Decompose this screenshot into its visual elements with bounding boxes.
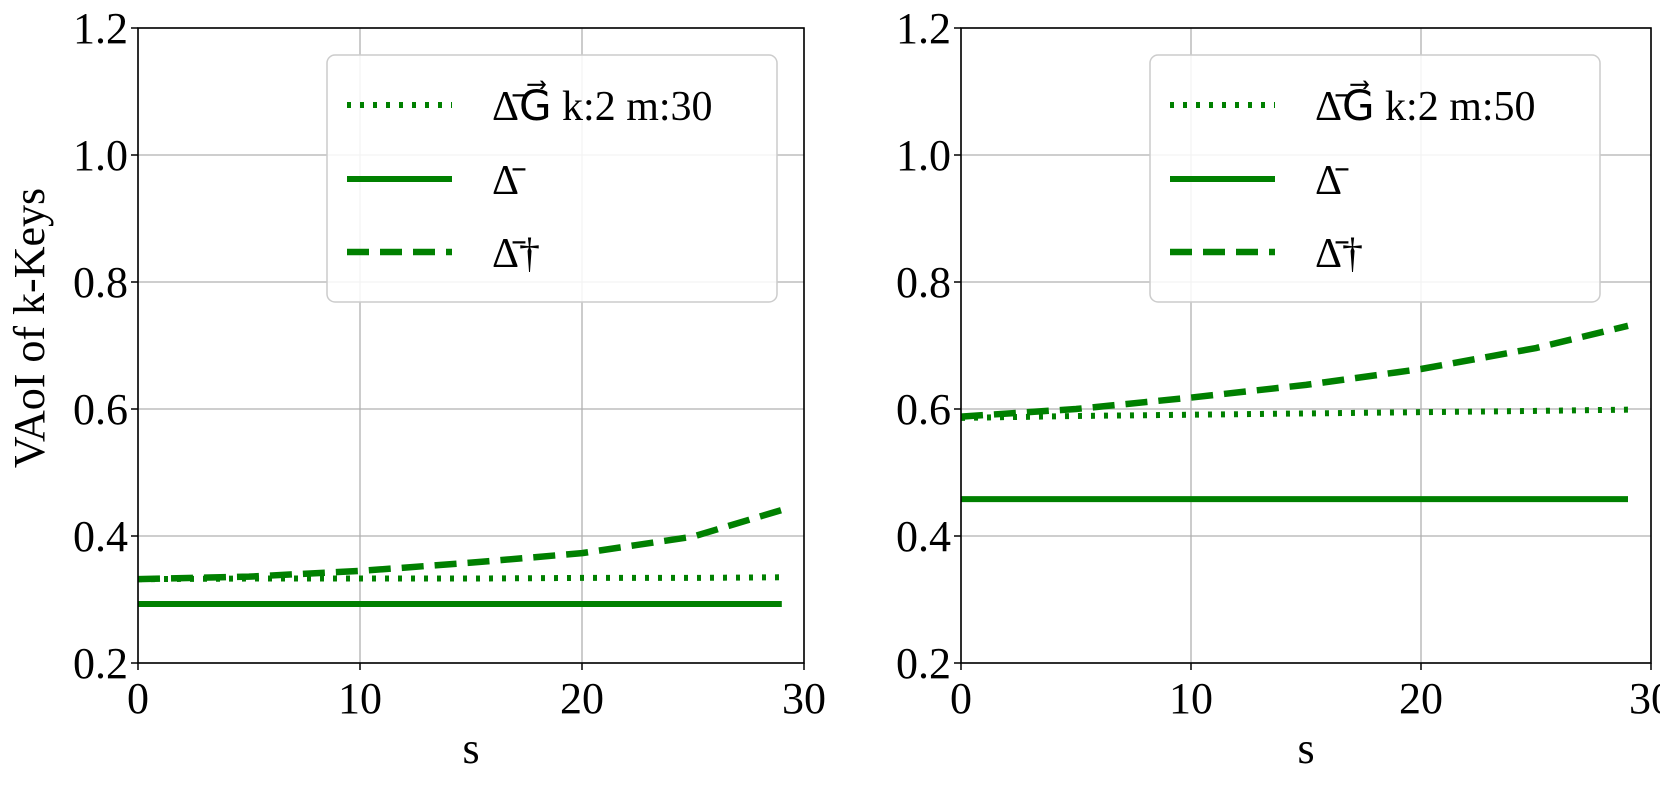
x-tick-label: 0	[950, 674, 972, 723]
legend: Δ̄G⃗ k:2 m:50Δ̄Δ̄†	[1149, 54, 1601, 303]
y-tick-label: 1.2	[896, 4, 951, 53]
plot-frame	[960, 27, 1652, 664]
plot-frame	[137, 27, 805, 664]
panels: 0 10 20 300.20.40.60.81.01.2sΔ̄G⃗ k:2 m:30Δ…	[73, 4, 1660, 773]
chart-panel-1: 0 10 20 300.20.40.60.81.01.2sΔ̄G⃗ k:2 m:30Δ…	[73, 4, 826, 773]
legend: Δ̄G⃗ k:2 m:30Δ̄Δ̄†	[326, 54, 778, 303]
y-tick-label: 0.4	[896, 512, 951, 561]
y-tick-label: 1.0	[896, 131, 951, 180]
series-line-dotted	[137, 574, 782, 583]
legend-box	[1149, 54, 1601, 303]
y-tick-label: 1.2	[73, 4, 128, 53]
x-axis-label: s	[1297, 724, 1314, 773]
x-tick-label: 30	[1629, 674, 1660, 723]
x-tick-label: 20	[560, 674, 604, 723]
y-tick-label: 0.4	[73, 512, 128, 561]
x-tick-label: 10	[1169, 674, 1213, 723]
series-line-dotted	[960, 406, 1629, 421]
y-axis-label: VAoI of k-Keys	[5, 188, 54, 468]
y-tick-label: 0.2	[73, 639, 128, 688]
legend-label: Δ̄G⃗ k:2 m:30	[492, 80, 713, 130]
series-line-dashed	[137, 506, 783, 583]
x-tick-label: 0	[127, 674, 149, 723]
x-tick-label: 20	[1399, 674, 1443, 723]
y-tick-label: 0.8	[73, 258, 128, 307]
x-tick-label: 30	[782, 674, 826, 723]
y-tick-label: 0.8	[896, 258, 951, 307]
y-tick-label: 0.6	[73, 385, 128, 434]
y-tick-label: 0.2	[896, 639, 951, 688]
y-tick-label: 1.0	[73, 131, 128, 180]
legend-label: Δ̄G⃗ k:2 m:50	[1315, 80, 1536, 130]
series-line-dashed	[960, 322, 1629, 420]
x-tick-label: 10	[338, 674, 382, 723]
legend-box	[326, 54, 778, 303]
legend-label: Δ̄†	[492, 231, 540, 277]
x-axis-label: s	[462, 724, 479, 773]
y-tick-label: 0.6	[896, 385, 951, 434]
legend-label: Δ̄†	[1315, 231, 1363, 277]
